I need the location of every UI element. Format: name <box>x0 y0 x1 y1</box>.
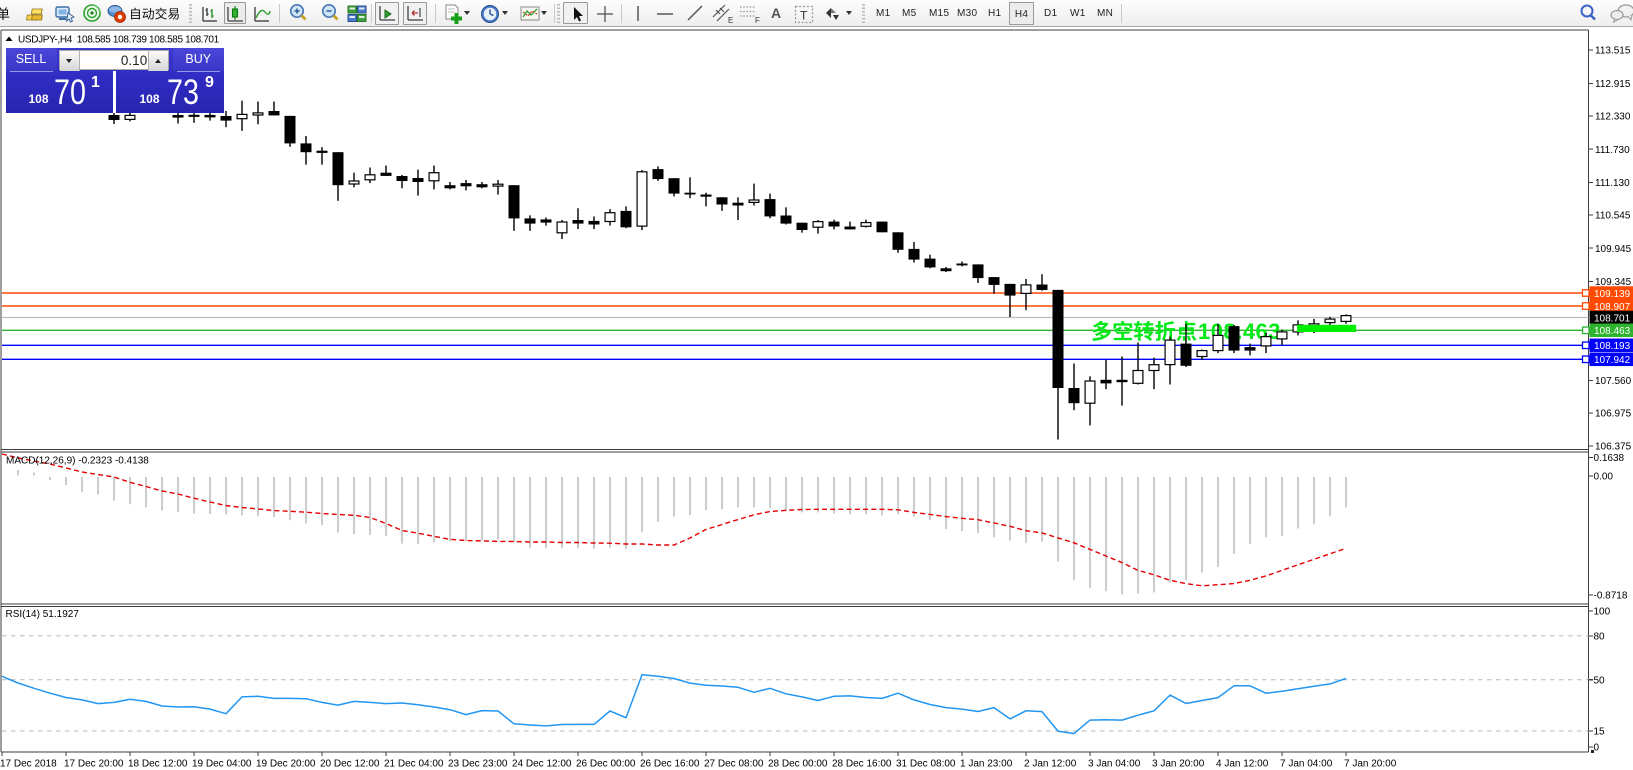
svg-text:USDJPY-,H4 108.585 108.739 10: USDJPY-,H4 108.585 108.739 108.585 108.7… <box>18 35 220 46</box>
svg-text:106.375: 106.375 <box>1595 442 1632 453</box>
svg-text:111.130: 111.130 <box>1595 178 1630 189</box>
svg-text:50: 50 <box>1594 675 1606 686</box>
svg-text:7 Jan 04:00: 7 Jan 04:00 <box>1280 759 1333 770</box>
svg-text:100: 100 <box>1594 607 1611 618</box>
svg-text:109.345: 109.345 <box>1595 277 1632 288</box>
svg-text:111.730: 111.730 <box>1595 145 1630 156</box>
svg-text:17 Dec 20:00: 17 Dec 20:00 <box>64 759 124 770</box>
svg-text:106.975: 106.975 <box>1595 409 1632 420</box>
svg-text:0.1638: 0.1638 <box>1594 453 1625 464</box>
svg-text:108.907: 108.907 <box>1594 302 1631 313</box>
svg-text:1 Jan 23:00: 1 Jan 23:00 <box>960 759 1013 770</box>
svg-text:17 Dec 2018: 17 Dec 2018 <box>0 759 57 770</box>
svg-text:2 Jan 12:00: 2 Jan 12:00 <box>1024 759 1077 770</box>
svg-text:109.945: 109.945 <box>1595 244 1632 255</box>
svg-text:110.545: 110.545 <box>1595 211 1631 222</box>
svg-text:109.139: 109.139 <box>1594 289 1631 300</box>
svg-text:T: T <box>800 9 808 23</box>
svg-text:7 Jan 20:00: 7 Jan 20:00 <box>1344 759 1397 770</box>
svg-text:19 Dec 04:00: 19 Dec 04:00 <box>192 759 252 770</box>
svg-text:15: 15 <box>1594 727 1606 738</box>
svg-text:4 Jan 12:00: 4 Jan 12:00 <box>1216 759 1269 770</box>
svg-text:108.193: 108.193 <box>1594 341 1631 352</box>
svg-text:3 Jan 20:00: 3 Jan 20:00 <box>1152 759 1205 770</box>
svg-text:113.515: 113.515 <box>1595 46 1631 57</box>
svg-text:107.942: 107.942 <box>1594 355 1631 366</box>
svg-text:26 Dec 16:00: 26 Dec 16:00 <box>640 759 700 770</box>
svg-text:19 Dec 20:00: 19 Dec 20:00 <box>256 759 316 770</box>
svg-text:RSI(14) 51.1927: RSI(14) 51.1927 <box>6 609 80 620</box>
svg-text:20 Dec 12:00: 20 Dec 12:00 <box>320 759 380 770</box>
svg-text:F: F <box>755 16 760 25</box>
svg-text:31 Dec 08:00: 31 Dec 08:00 <box>896 759 956 770</box>
svg-text:108.701: 108.701 <box>1594 313 1631 324</box>
svg-text:107.560: 107.560 <box>1595 376 1632 387</box>
svg-text:0.00: 0.00 <box>1594 472 1614 483</box>
svg-text:80: 80 <box>1594 632 1606 643</box>
svg-text:18 Dec 12:00: 18 Dec 12:00 <box>128 759 188 770</box>
svg-text:24 Dec 12:00: 24 Dec 12:00 <box>512 759 572 770</box>
svg-text:3 Jan 04:00: 3 Jan 04:00 <box>1088 759 1141 770</box>
svg-text:27 Dec 08:00: 27 Dec 08:00 <box>704 759 764 770</box>
svg-text:E: E <box>728 16 733 25</box>
svg-text:112.330: 112.330 <box>1595 112 1631 123</box>
svg-text:0: 0 <box>1594 743 1600 754</box>
svg-text:21 Dec 04:00: 21 Dec 04:00 <box>384 759 444 770</box>
svg-text:23 Dec 23:00: 23 Dec 23:00 <box>448 759 508 770</box>
svg-text:MACD(12,26,9) -0.2323 -0.4138: MACD(12,26,9) -0.2323 -0.4138 <box>6 456 149 467</box>
svg-text:28 Dec 16:00: 28 Dec 16:00 <box>832 759 892 770</box>
svg-text:-0.8718: -0.8718 <box>1594 591 1628 602</box>
svg-text:108.463: 108.463 <box>1594 326 1631 337</box>
svg-text:26 Dec 00:00: 26 Dec 00:00 <box>576 759 636 770</box>
svg-text:112.915: 112.915 <box>1595 79 1631 90</box>
svg-text:28 Dec 00:00: 28 Dec 00:00 <box>768 759 828 770</box>
